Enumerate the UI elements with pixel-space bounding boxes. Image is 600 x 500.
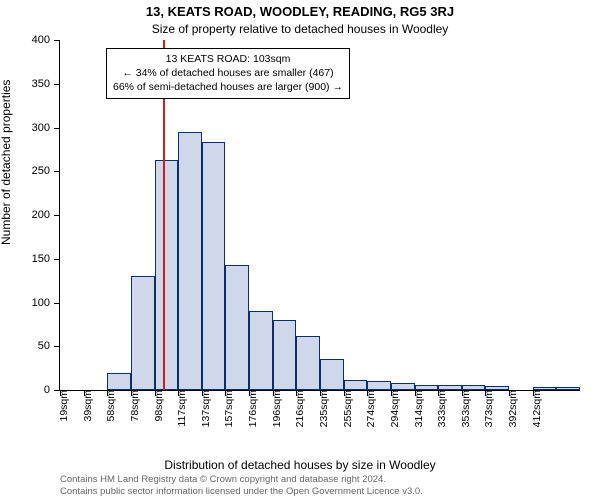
y-tick-mark bbox=[54, 128, 60, 129]
bar bbox=[225, 265, 249, 390]
bar bbox=[107, 373, 131, 391]
bar bbox=[320, 359, 344, 390]
bar bbox=[296, 336, 320, 390]
x-tick-mark bbox=[485, 390, 486, 396]
x-tick-mark bbox=[60, 390, 61, 396]
x-tick-mark bbox=[273, 390, 274, 396]
chart-subtitle: Size of property relative to detached ho… bbox=[0, 22, 600, 36]
bar bbox=[202, 142, 226, 391]
x-tick-mark bbox=[344, 390, 345, 396]
x-tick-mark bbox=[202, 390, 203, 396]
credits-line-2: Contains public sector information licen… bbox=[60, 486, 423, 498]
y-tick-mark bbox=[54, 215, 60, 216]
bar bbox=[249, 311, 273, 390]
chart-title: 13, KEATS ROAD, WOODLEY, READING, RG5 3R… bbox=[0, 4, 600, 19]
x-tick-mark bbox=[438, 390, 439, 396]
x-tick-mark bbox=[367, 390, 368, 396]
bar bbox=[273, 320, 297, 390]
credits: Contains HM Land Registry data © Crown c… bbox=[60, 474, 423, 498]
bar bbox=[367, 381, 391, 390]
x-tick-mark bbox=[107, 390, 108, 396]
y-tick-mark bbox=[54, 84, 60, 85]
x-tick-mark bbox=[320, 390, 321, 396]
annotation-line-2: ← 34% of detached houses are smaller (46… bbox=[113, 66, 343, 80]
y-tick-mark bbox=[54, 346, 60, 347]
annotation-line-1: 13 KEATS ROAD: 103sqm bbox=[113, 52, 343, 66]
annotation-box: 13 KEATS ROAD: 103sqm ← 34% of detached … bbox=[106, 48, 350, 99]
y-tick-mark bbox=[54, 259, 60, 260]
y-tick-mark bbox=[54, 171, 60, 172]
credits-line-1: Contains HM Land Registry data © Crown c… bbox=[60, 474, 423, 486]
x-tick-mark bbox=[509, 390, 510, 396]
annotation-line-3: 66% of semi-detached houses are larger (… bbox=[113, 80, 343, 94]
chart-container: 13, KEATS ROAD, WOODLEY, READING, RG5 3R… bbox=[0, 0, 600, 500]
y-axis-label: Number of detached properties bbox=[0, 80, 13, 245]
bar bbox=[178, 132, 202, 390]
x-tick-mark bbox=[296, 390, 297, 396]
x-tick-mark bbox=[391, 390, 392, 396]
x-tick-mark bbox=[533, 390, 534, 396]
bar bbox=[131, 276, 155, 390]
bar bbox=[344, 380, 368, 391]
x-tick-mark bbox=[415, 390, 416, 396]
bar bbox=[391, 383, 415, 390]
x-tick-mark bbox=[178, 390, 179, 396]
x-tick-mark bbox=[462, 390, 463, 396]
bar bbox=[155, 160, 179, 390]
x-tick-mark bbox=[225, 390, 226, 396]
x-tick-mark bbox=[249, 390, 250, 396]
x-axis-label: Distribution of detached houses by size … bbox=[0, 458, 600, 472]
y-tick-mark bbox=[54, 40, 60, 41]
x-tick-mark bbox=[84, 390, 85, 396]
x-tick-mark bbox=[131, 390, 132, 396]
x-tick-mark bbox=[155, 390, 156, 396]
y-tick-mark bbox=[54, 303, 60, 304]
